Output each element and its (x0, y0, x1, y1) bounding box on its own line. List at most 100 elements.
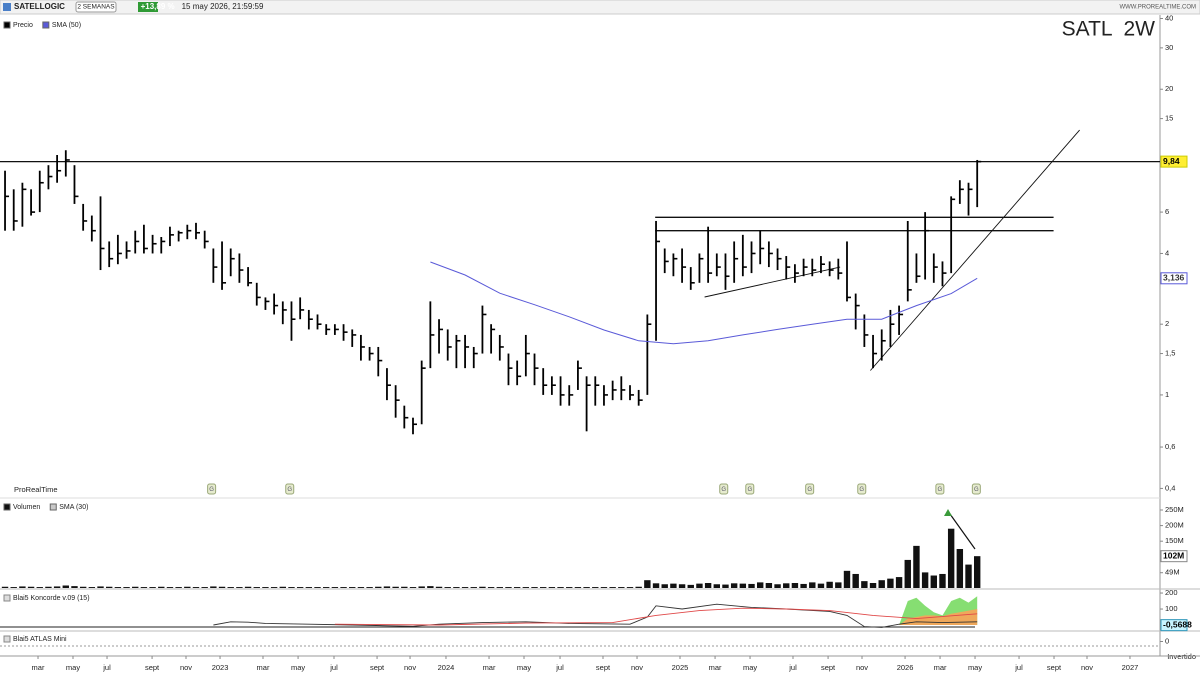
volume-bar (557, 587, 564, 588)
volume-bar (322, 587, 330, 588)
annotation-line (949, 513, 976, 550)
volume-bar (496, 587, 503, 588)
volume-bar (843, 570, 851, 588)
legend-swatch (42, 21, 50, 29)
x-tick-label: sept (821, 663, 836, 672)
volume-bar (253, 587, 260, 588)
volume-bar (887, 578, 894, 588)
volume-bar (296, 587, 304, 588)
x-tick-label: nov (404, 663, 416, 672)
volume-bar (27, 586, 35, 588)
volume-bar (817, 583, 825, 588)
volume-bar (10, 587, 17, 588)
volume-bar (548, 587, 556, 588)
event-marker (935, 483, 945, 495)
y-tick-label: 100 (1165, 604, 1178, 613)
price-tag (1160, 272, 1188, 285)
volume-bar (262, 587, 269, 588)
volume-bar (114, 587, 122, 588)
volume-bar (340, 587, 347, 588)
volume-bar (600, 587, 608, 588)
volume-bar (62, 585, 69, 588)
x-tick-label: mar (257, 663, 270, 672)
volume-bar (279, 586, 286, 588)
indicator-line (334, 607, 978, 626)
y-tick-label: 200 (1165, 588, 1178, 597)
volume-bar (765, 583, 773, 588)
volume-bar (453, 587, 460, 588)
site: WWW.PROREALTIME.COM (1119, 5, 1196, 11)
y-tick-label: 2 (1165, 319, 1169, 328)
volume-bar (566, 587, 573, 588)
volume-bar (479, 586, 486, 588)
volume-bar (956, 548, 964, 588)
volume-bar (175, 587, 182, 588)
legend-title: Blai5 Koncorde v.09 (15) (13, 595, 90, 602)
volume-bar (826, 581, 833, 588)
volume-bar (748, 583, 755, 588)
volume-bar (635, 586, 642, 588)
volume-bar (79, 586, 87, 588)
y-tick-label: 150M (1165, 536, 1184, 545)
volume-bar (192, 587, 200, 588)
y-tick-label: 30 (1165, 43, 1173, 52)
volume-bar (783, 583, 790, 588)
volume-bar (687, 584, 694, 588)
volume-bar (45, 586, 52, 588)
trend-line (870, 129, 1080, 371)
price-tag-label: 9,84 (1163, 156, 1180, 166)
event-marker-label: G (859, 487, 864, 493)
x-tick-label: may (517, 663, 531, 672)
volume-bar (158, 586, 165, 588)
event-marker-label: G (807, 487, 812, 493)
volume-bar (427, 586, 434, 588)
volume-bar (392, 586, 399, 588)
event-marker (285, 483, 295, 495)
price-tag-label: 3,136 (1163, 273, 1185, 283)
legend-swatch (3, 635, 11, 643)
event-marker-label: G (721, 487, 726, 493)
price-tag (1160, 619, 1188, 632)
legend-swatch (3, 503, 11, 511)
y-tick-label: 15 (1165, 114, 1173, 123)
header-bar (0, 0, 1200, 15)
y-tick-label: 250M (1165, 505, 1184, 514)
period-box[interactable] (75, 1, 117, 13)
volume-bar (53, 586, 61, 588)
volume-bar (661, 584, 668, 588)
volume-bar (791, 583, 799, 588)
x-tick-label: nov (1081, 663, 1093, 672)
volume-bar (383, 586, 391, 588)
legend-swatch (3, 21, 11, 29)
change: +13,89 % (141, 2, 175, 11)
volume-bar (331, 587, 339, 588)
y-tick-label: 49M (1165, 568, 1180, 577)
volume-bar (965, 564, 972, 588)
y-tick-label: 200M (1165, 521, 1184, 530)
x-tick-label: 2024 (438, 663, 455, 672)
change-box (138, 2, 158, 12)
volume-bar (418, 586, 425, 588)
volume-bar (973, 556, 981, 588)
x-tick-label: jul (102, 663, 111, 672)
x-tick-label: jul (555, 663, 564, 672)
event-marker (857, 483, 867, 495)
volume-bar (288, 587, 295, 588)
event-marker-label: G (938, 487, 943, 493)
volume-bar (349, 587, 356, 588)
y-tick-label: 40 (1165, 13, 1173, 22)
volume-bar (36, 587, 43, 588)
datetime: 15 may 2026, 21:59:59 (182, 2, 264, 11)
x-tick-label: may (66, 663, 80, 672)
volume-bar (895, 577, 903, 588)
y-tick-label: 0 (1165, 636, 1169, 645)
volume-bar (531, 587, 538, 588)
volume-bar (409, 587, 417, 588)
x-tick-label: sept (596, 663, 611, 672)
volume-bar (366, 587, 373, 588)
price-tag (1160, 550, 1188, 563)
volume-bar (461, 587, 469, 588)
legend-entry: Precio (13, 22, 33, 29)
volume-bar (756, 582, 764, 588)
